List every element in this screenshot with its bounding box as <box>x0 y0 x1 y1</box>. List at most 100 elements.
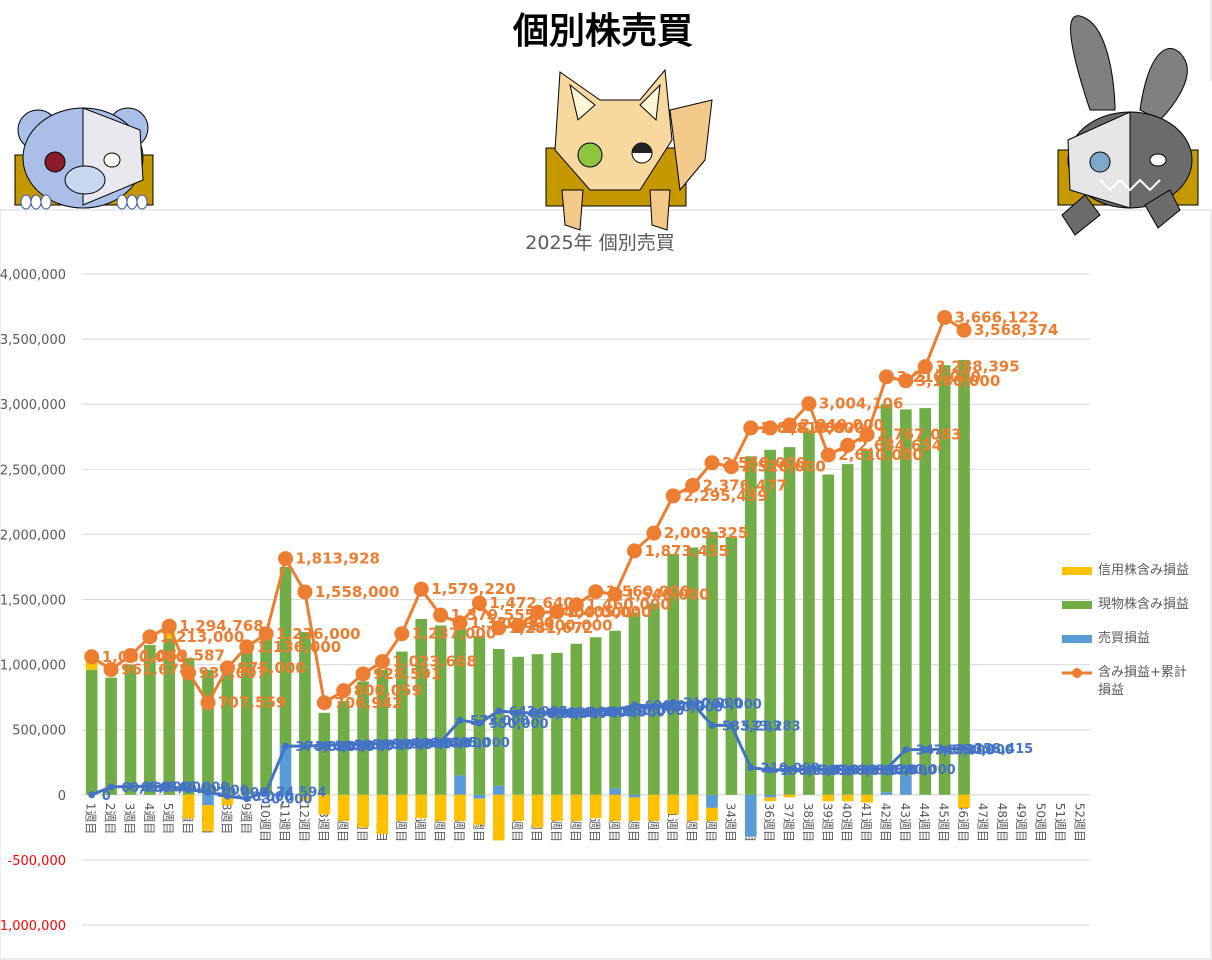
data-label: 1,560,000 <box>606 583 690 601</box>
legend-item: 現物株含み損益 <box>1062 596 1207 614</box>
line-marker <box>685 477 701 493</box>
bunny-illustration <box>1057 15 1199 236</box>
line-marker <box>611 706 619 714</box>
line-marker <box>165 782 173 790</box>
x-tick-label: 45週目 <box>937 803 951 842</box>
line-marker <box>630 701 638 709</box>
bar <box>202 669 214 795</box>
line-marker <box>374 654 390 670</box>
bar <box>744 794 757 837</box>
legend-box <box>1062 601 1092 609</box>
line-marker <box>840 437 856 453</box>
bar <box>841 464 854 795</box>
line-marker <box>262 788 270 796</box>
line-marker <box>607 586 623 602</box>
line-marker <box>727 721 735 729</box>
legend-item: 信用株含み損益 <box>1062 562 1207 580</box>
line-marker <box>495 707 503 715</box>
chart-panel <box>0 209 1212 960</box>
line-marker <box>282 742 290 750</box>
data-label: 2,818,000 <box>761 419 845 437</box>
data-label: 550,000 <box>489 717 548 732</box>
data-label: 60,000 <box>121 781 171 796</box>
x-tick-label: 47週目 <box>975 803 989 842</box>
bar <box>841 794 854 802</box>
data-label: 380,000 <box>334 739 393 754</box>
chart-title: 2025年 個別売買 <box>525 232 674 254</box>
line-marker <box>549 604 565 620</box>
line-marker <box>553 708 561 716</box>
legend-label: 信用株含み損益 <box>1098 563 1190 578</box>
data-label: 1,023,668 <box>392 653 476 671</box>
data-label: 20,000 <box>218 786 268 801</box>
bar <box>822 474 835 795</box>
data-label: 350,000 <box>955 743 1014 758</box>
data-label: 65,000 <box>140 780 190 795</box>
data-label: 190,000 <box>780 764 839 779</box>
line-marker <box>146 782 154 790</box>
data-label: 210,000 <box>761 761 820 776</box>
data-label: 3,210,000 <box>896 368 980 386</box>
data-label: 630,000 <box>528 707 587 722</box>
data-label: 710,000 <box>683 696 742 711</box>
data-label: 1,379,555 <box>451 606 535 624</box>
legend-label: 売買損益 <box>1098 631 1151 646</box>
line-marker <box>181 665 197 681</box>
bar <box>221 664 234 795</box>
bar <box>512 794 524 821</box>
data-label: 1,472,640 <box>489 594 573 612</box>
line-marker <box>859 427 875 443</box>
y-tick-label: 3,000,000 <box>0 398 66 413</box>
line-marker <box>723 459 739 475</box>
bar <box>512 656 524 795</box>
line-marker <box>743 420 759 436</box>
data-label: 1,579,220 <box>431 580 515 598</box>
x-tick-label: 46週目 <box>956 803 970 842</box>
bar <box>706 531 718 795</box>
bar <box>221 794 234 806</box>
data-label: 190,000 <box>838 764 897 779</box>
line-marker <box>301 742 309 750</box>
line-marker <box>126 782 134 790</box>
data-label: 0 <box>102 789 111 804</box>
data-label: 975,000 <box>237 659 305 677</box>
line-marker <box>782 417 798 433</box>
data-label: 195,000 <box>800 763 859 778</box>
line-marker <box>316 695 332 711</box>
data-label: 405,000 <box>451 736 510 751</box>
bar <box>299 632 311 795</box>
line-marker <box>921 746 929 754</box>
data-label: 195,000 <box>858 763 917 778</box>
line-marker <box>588 584 604 600</box>
bar <box>240 651 253 795</box>
line-marker <box>471 595 487 611</box>
legend-swatch <box>1062 635 1092 643</box>
data-label: 650,000 <box>625 704 684 719</box>
bar <box>783 794 796 798</box>
line-marker <box>514 709 522 717</box>
bar <box>880 404 893 793</box>
x-tick-label: 4週目 <box>142 803 156 835</box>
bar <box>473 798 486 825</box>
bar <box>861 794 873 803</box>
data-label: 1,558,000 <box>315 583 399 601</box>
bar <box>706 807 718 821</box>
data-label: 1,236,000 <box>276 625 360 643</box>
line-marker <box>882 765 890 773</box>
bar <box>396 794 408 821</box>
x-tick-label: 44週目 <box>917 803 931 842</box>
data-label: 385,000 <box>354 739 413 754</box>
x-tick-label: 41週目 <box>859 803 873 842</box>
line-marker <box>161 618 177 634</box>
line-marker <box>665 488 681 504</box>
line-marker <box>243 795 251 803</box>
x-tick-label: 39週目 <box>820 803 834 842</box>
data-label: -10,000 <box>237 790 293 805</box>
bar <box>938 365 951 795</box>
data-label: 200,000 <box>896 763 955 778</box>
data-label: 1,460,000 <box>586 596 670 614</box>
data-label: 65,000 <box>179 780 229 795</box>
data-label: 3,666,122 <box>955 308 1039 326</box>
line-marker <box>747 763 755 771</box>
bar <box>279 566 292 746</box>
